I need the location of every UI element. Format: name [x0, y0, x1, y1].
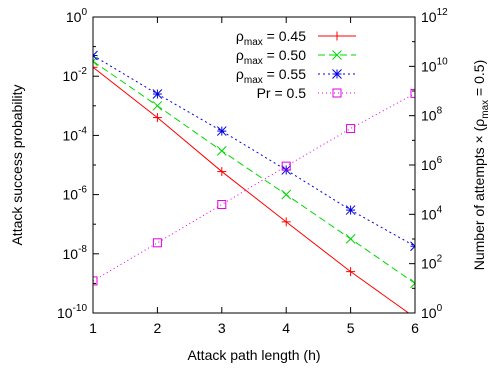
- legend-entry-label: ρmax = 0.55: [236, 66, 306, 86]
- y-axis-label-right-prefix: Number of attempts × (ρ: [471, 119, 487, 271]
- x-tick-label: 1: [89, 320, 97, 336]
- series-line-2: [93, 60, 415, 284]
- series-layer: [93, 50, 415, 313]
- legend-swatch-marker: [332, 88, 342, 98]
- series-4-point: [217, 200, 227, 210]
- y-right-tick-label: 102: [421, 254, 443, 272]
- y-axis-label-right-suffix: = 0.5): [471, 60, 487, 100]
- y-left-tick-label: 10-10: [57, 303, 87, 321]
- series-2-point: [410, 278, 415, 289]
- y-right-tick-label: 108: [421, 106, 443, 124]
- series-2-point: [281, 189, 292, 200]
- series-4-point: [410, 88, 415, 98]
- series-4-point: [281, 161, 291, 171]
- series-2-point: [216, 146, 227, 156]
- x-tick-label: 6: [411, 320, 419, 336]
- series-1-point: [346, 267, 356, 277]
- series-3-point: [345, 205, 356, 215]
- series-line-4: [93, 92, 415, 282]
- legend-entry-label: ρmax = 0.50: [236, 47, 306, 67]
- legend-swatch-marker: [332, 69, 342, 79]
- y-axis-label-left: Attack success probability: [9, 84, 25, 245]
- y-right-tick-label: 106: [421, 155, 443, 173]
- legend-entry-label: Pr = 0.5: [257, 85, 307, 101]
- x-tick-label: 5: [347, 320, 355, 336]
- x-tick-labels: 1 2 3 4 5 6: [89, 320, 419, 336]
- y-left-tick-label: 10-6: [63, 185, 88, 203]
- x-tick-label: 4: [282, 320, 290, 336]
- legend-swatch-marker: [332, 31, 342, 41]
- series-3-point: [93, 50, 98, 61]
- y-left-tick-label: 10-4: [63, 125, 88, 143]
- y-right-tick-labels: 1012 1010 108 106 104 102 100: [421, 7, 448, 321]
- series-4-point: [346, 124, 356, 134]
- series-1-point: [152, 113, 162, 123]
- series-2-point: [345, 233, 356, 244]
- y-left-tick-label: 100: [66, 7, 88, 25]
- series-3-point: [216, 126, 227, 136]
- plot-frame: [92, 16, 416, 314]
- series-line-1: [93, 66, 410, 313]
- series-3-point: [152, 89, 163, 99]
- y-right-tick-label: 100: [421, 303, 443, 321]
- y-right-tick-label: 1010: [421, 56, 448, 74]
- y-right-tick-label: 104: [421, 204, 443, 222]
- series-2-point: [152, 100, 163, 111]
- x-tick-label: 2: [154, 320, 162, 336]
- series-3-point: [410, 241, 415, 252]
- series-1-point: [93, 62, 98, 72]
- series-line-3: [93, 55, 415, 247]
- legend-swatch-marker: [332, 50, 342, 60]
- y-left-tick-labels: 100 10-2 10-4 10-6 10-8 10-10: [57, 7, 87, 321]
- series-1-point: [217, 167, 227, 177]
- series-4-point: [152, 238, 162, 248]
- x-tick-label: 3: [218, 320, 226, 336]
- y-axis-label-right: Number of attempts × (ρmax = 0.5): [471, 60, 490, 271]
- series-4-point: [93, 276, 98, 286]
- legend-entry-label: ρmax = 0.45: [236, 28, 306, 48]
- y-right-tick-label: 1012: [421, 7, 448, 25]
- y-left-tick-label: 10-2: [63, 66, 88, 84]
- y-left-tick-label: 10-8: [63, 244, 88, 262]
- y-axis-label-right-sub: max: [480, 100, 490, 119]
- x-axis-label: Attack path length (h): [187, 347, 320, 363]
- series-1-point: [281, 217, 291, 227]
